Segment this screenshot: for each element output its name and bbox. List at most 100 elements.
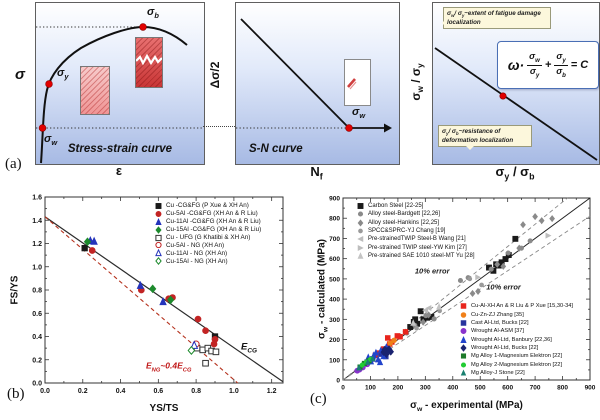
master-curve-panel: σw/ σy~extent of fatigue damage localiza… <box>432 2 600 165</box>
sigma-w-connector-dotted <box>203 126 235 127</box>
stress-strain-title: Stress-strain curve <box>67 143 173 155</box>
legend-item-spcc-sprc: SPCC&SPRC-YJ Chang [19] <box>356 227 475 235</box>
cu-cgfg-marker <box>155 203 162 209</box>
legend-item-twip-kim: Pre-strained TWIP steel-YW Kim [27] <box>356 243 475 251</box>
svg-text:0.8: 0.8 <box>32 288 42 295</box>
svg-text:0.0: 0.0 <box>32 381 42 388</box>
svg-text:800: 800 <box>557 385 568 392</box>
sn-curve-title: S-N curve <box>249 143 303 155</box>
legend-item-cu11al-ng: Cu-11Al - NG (XH An) <box>154 249 261 257</box>
svg-text:1.4: 1.4 <box>32 218 42 225</box>
legend-item-cu-cgfg: Cu -CG&FG (P Xue & XH An) <box>154 202 261 210</box>
svg-text:0.6: 0.6 <box>153 388 163 395</box>
svg-text:300: 300 <box>329 317 340 324</box>
cu11al-cgfg-marker <box>155 217 162 225</box>
series-cu15al-cgfg <box>83 237 175 305</box>
series-cu-zn <box>387 337 397 346</box>
sn-x-axis-label: Nf <box>310 164 323 182</box>
cu-zn-marker <box>460 311 467 318</box>
master-point <box>499 92 507 100</box>
legend-item-cu11al-cgfg: Cu-11Al -CG&FG (XH An & R Liu) <box>154 217 261 226</box>
carbon-steel-marker <box>357 203 364 210</box>
cu-ufg-marker <box>155 234 162 241</box>
legend-label: Alloy steel-Hankins [22,25] <box>368 219 440 226</box>
alloy-steel-hankins-marker <box>357 219 364 227</box>
master-y-axis-label: σw / σy <box>408 63 426 101</box>
legend-label: Cu - UFG (G Khatibi & XH An) <box>166 234 251 241</box>
runout-arrow-head <box>384 123 392 133</box>
svg-text:400: 400 <box>447 385 458 392</box>
svg-text:500: 500 <box>475 385 486 392</box>
mg2-marker <box>460 362 467 368</box>
panel-c-xlabel: σw - experimental (MPa) <box>410 400 523 413</box>
svg-text:600: 600 <box>329 256 340 263</box>
spcc-sprc-marker <box>358 228 363 234</box>
svg-text:0.2: 0.2 <box>78 388 88 395</box>
svg-text:200: 200 <box>392 385 403 392</box>
series-alloy-steel-hankins <box>420 213 555 326</box>
twip-kim-marker <box>357 244 364 251</box>
series-twip-kim <box>475 232 552 281</box>
wrought-al-banbury-marker <box>460 335 467 343</box>
svg-text:500: 500 <box>329 276 340 283</box>
panel-c-canvas: 0 100 200 300 400 500 600 700 800 900 0 100 200 300 40… <box>329 196 596 392</box>
master-line <box>434 47 598 161</box>
equation-plus: + <box>544 59 552 71</box>
wrought-al-asm-marker <box>460 328 467 335</box>
svg-text:1.0: 1.0 <box>32 264 42 271</box>
panel-c-legend-steels: Carbon Steel [22-25] Alloy steel-Bardgett… <box>356 202 475 260</box>
tick-labels: 0.0 0.2 0.4 0.6 0.8 1.0 1.2 0.0 0.2 0.4 0.6 0.8 1.0 1… <box>32 195 276 396</box>
svg-text:0: 0 <box>341 385 345 392</box>
series-mg-stone <box>356 355 376 371</box>
panel-b-canvas: 0.0 0.2 0.4 0.6 0.8 1.0 1.2 0.0 0.2 0.4 0.6 0.8 1.0 1… <box>32 195 284 396</box>
sigma-w-point <box>38 124 47 132</box>
legend-label: Cu-11Al - NG (XH An) <box>166 249 228 257</box>
legend-item-cu15al-ng: Cu-15Al - NG (XH An) <box>154 257 261 266</box>
sigma-b-label: σb <box>147 6 159 21</box>
svg-text:1.6: 1.6 <box>32 195 42 202</box>
svg-text:400: 400 <box>329 297 340 304</box>
svg-text:1.2: 1.2 <box>32 241 42 248</box>
master-curve-canvas <box>434 47 598 161</box>
legend-item-twip-wang: Pre-strainedTWIP Steel-B Wang [21] <box>356 235 475 243</box>
specimen-crack-initiation <box>344 59 371 106</box>
chart-annotation: 10% error <box>414 266 450 276</box>
legend-item-mg1: Mg Alloy 1-Magnesium Elektron [22] <box>459 352 573 360</box>
svg-text:900: 900 <box>585 385 596 392</box>
svg-text:0.6: 0.6 <box>32 311 42 318</box>
fatigue-limit-point <box>345 124 353 132</box>
panel-c-ylabel: σw - calculated (MPa) <box>316 239 330 339</box>
legend-label: SPCC&SPRC-YJ Chang [19] <box>368 228 446 235</box>
master-x-axis-label: σy / σb <box>495 164 535 182</box>
series-cu15al-ng <box>187 345 196 356</box>
legend-item-alloy-steel-hankins: Alloy steel-Hankins [22,25] <box>356 219 475 227</box>
legend-label: Cu-11Al -CG&FG (XH An & R Liu) <box>166 218 261 226</box>
sigma-b-point <box>139 23 147 31</box>
legend-label: Cu-5Al - NG (XH An) <box>166 241 225 249</box>
equation-fraction-2: σy σb <box>554 50 568 79</box>
mg-stone-marker <box>460 369 467 376</box>
legend-label: Cu-15Al - NG (XH An) <box>166 257 228 265</box>
sn-sigma-w-label: σw <box>352 106 366 121</box>
series-wrought-al-bucks <box>380 345 395 359</box>
svg-text:0.0: 0.0 <box>40 388 50 395</box>
master-equation: ω· σw σy + σy σb = C <box>497 41 599 89</box>
cu5al-ng-marker <box>155 242 162 249</box>
legend-item-cu5al-ng: Cu-5Al - NG (XH An) <box>154 241 261 249</box>
chart-annotation: ENG~0.4ECG <box>146 360 192 374</box>
sn-curve-panel: σw S-N curve <box>235 2 400 165</box>
panel-c-legend-nonferrous: Cu-Al-XH An & R Liu & P Xue [15,30-34] Cu… <box>459 302 573 377</box>
fatigue-localization-callout: σw/ σy~extent of fatigue damage localiza… <box>442 7 551 30</box>
stress-strain-curve <box>40 25 188 164</box>
svg-text:900: 900 <box>329 196 340 203</box>
svg-text:600: 600 <box>502 385 513 392</box>
sn-line <box>240 18 350 129</box>
cu15al-ng-marker <box>155 257 162 266</box>
strain-axis-label: ε <box>115 163 123 178</box>
svg-text:1.0: 1.0 <box>229 388 239 395</box>
legend-item-wrought-al-asm: Wrought Al-ASM [37] <box>459 327 573 335</box>
legend-label: Mg Alloy 2-Magnesium Elektron [22] <box>471 361 563 368</box>
legend-item-sae1010-yu: Pre-strained SAE 1010 steel-MT Yu [28] <box>356 252 475 260</box>
series-twip-wang <box>422 305 432 314</box>
